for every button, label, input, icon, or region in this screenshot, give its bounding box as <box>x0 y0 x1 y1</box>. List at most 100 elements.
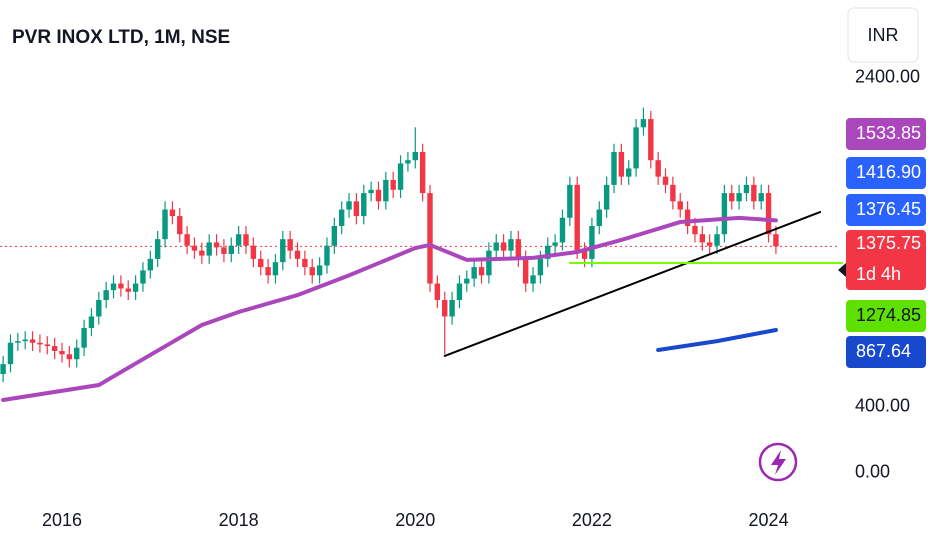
candle-body <box>184 234 190 246</box>
candle-body <box>125 288 131 292</box>
candle-body <box>603 184 610 210</box>
price-label-box <box>846 157 926 189</box>
x-tick-label: 2022 <box>572 510 612 530</box>
price-label-box <box>846 300 926 332</box>
alert-icon[interactable] <box>758 442 798 482</box>
price-label: 867.64 <box>856 341 911 361</box>
candle-body <box>191 245 198 251</box>
candle-body <box>648 119 654 161</box>
candle-body <box>103 290 109 300</box>
candle-body <box>338 209 345 226</box>
candle-body <box>729 193 735 202</box>
candle-body <box>74 347 80 360</box>
candle-body <box>456 283 463 300</box>
candle-body <box>383 179 389 202</box>
price-label-box <box>846 118 926 150</box>
candle-body <box>361 193 367 217</box>
candle-body <box>280 239 286 263</box>
candle-body <box>545 245 551 259</box>
candle-body <box>324 245 330 266</box>
overlay-line <box>656 327 778 352</box>
candle-body <box>51 346 58 351</box>
candle-body <box>692 225 698 235</box>
candle-body <box>7 342 14 365</box>
candle-body <box>213 242 220 248</box>
candle-body <box>449 300 455 317</box>
candle-body <box>368 189 374 194</box>
candle-body <box>736 193 742 202</box>
candle-body <box>655 160 661 177</box>
candle-body <box>29 339 36 343</box>
candle-body <box>714 234 720 246</box>
candle-body <box>486 250 492 276</box>
x-tick-label: 2016 <box>42 510 82 530</box>
candle-body <box>250 245 257 259</box>
candle-body <box>287 239 293 251</box>
candle-body <box>199 250 205 256</box>
candle-body <box>773 234 779 247</box>
candle-body <box>522 258 529 284</box>
y-tick-label: 2400.00 <box>855 67 920 87</box>
overlay-line <box>1 215 778 402</box>
candle-body <box>706 242 713 246</box>
price-label: 1533.85 <box>856 123 921 143</box>
candle-body <box>508 239 514 251</box>
candle-body <box>427 193 433 284</box>
y-tick-label: 400.00 <box>855 396 910 416</box>
price-label: 1274.85 <box>856 305 921 325</box>
price-label: 1375.75 <box>856 233 921 253</box>
candle-body <box>552 242 558 246</box>
overlay-line <box>443 211 822 357</box>
candle-body <box>670 184 676 202</box>
candle-body <box>442 300 448 317</box>
candle-body <box>765 193 772 235</box>
price-label-box <box>846 194 926 226</box>
candle-body <box>110 283 117 291</box>
candle-body <box>302 258 308 268</box>
candle-body <box>405 160 411 164</box>
candle-body <box>331 225 338 246</box>
candle-body <box>353 201 360 217</box>
currency[interactable]: INR <box>868 25 899 45</box>
candle-body <box>626 168 632 177</box>
x-tick-label: 2020 <box>395 510 435 530</box>
candle-body <box>258 258 264 268</box>
candle-body <box>169 209 176 217</box>
candle-body <box>235 234 242 246</box>
alert-bolt[interactable] <box>771 450 786 475</box>
currency-button[interactable] <box>847 7 919 63</box>
price-label: 1376.45 <box>856 199 921 219</box>
candle-body <box>154 239 161 259</box>
candle-body <box>221 247 227 254</box>
candle-body <box>397 163 404 190</box>
candle-body <box>434 283 441 300</box>
candle-body <box>478 267 485 276</box>
y-tick-label: 0.00 <box>855 461 890 481</box>
candle-body <box>581 250 588 259</box>
candle-body <box>464 278 470 284</box>
candle-body <box>721 193 728 235</box>
candle-body <box>618 151 625 177</box>
candle-body <box>758 193 764 202</box>
candle-body <box>59 350 65 355</box>
candle-body <box>309 267 315 276</box>
candle-body <box>567 184 573 218</box>
candle-body <box>640 119 647 128</box>
candle-body <box>589 225 595 259</box>
candle-body <box>265 267 271 276</box>
candle-body <box>294 250 301 259</box>
candle-body <box>140 270 146 284</box>
candle-body <box>177 216 183 235</box>
candle-body <box>88 316 95 328</box>
countdown: 1d 4h <box>856 264 901 284</box>
candle-body <box>633 127 639 169</box>
candle-body <box>559 217 566 243</box>
candle-body <box>530 275 536 284</box>
candle-body <box>743 184 750 194</box>
candle-body <box>37 342 43 345</box>
candle-body <box>515 239 522 259</box>
candle-body <box>22 339 28 342</box>
candle-body <box>206 242 212 256</box>
candle-body <box>0 364 6 375</box>
